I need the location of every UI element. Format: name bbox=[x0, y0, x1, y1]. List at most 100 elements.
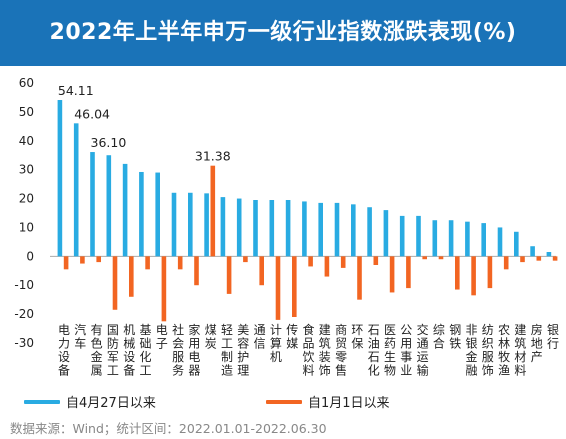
bar-series-1 bbox=[351, 204, 356, 257]
y-tick-label: 0 bbox=[26, 249, 34, 263]
x-tick-label: 钢铁 bbox=[449, 323, 461, 351]
x-tick-label: 通信 bbox=[254, 323, 266, 351]
data-label: 31.38 bbox=[195, 149, 231, 164]
bar-series-2 bbox=[520, 256, 525, 263]
y-tick-label: -20 bbox=[14, 307, 34, 321]
data-label: 36.10 bbox=[91, 135, 127, 150]
x-tick-label: 交通运输 bbox=[417, 322, 429, 378]
x-tick-label: 家用电器 bbox=[188, 322, 200, 378]
bar-series-1 bbox=[285, 200, 291, 257]
bar-series-1 bbox=[122, 163, 128, 257]
bar-series-2 bbox=[357, 256, 362, 300]
bar-series-1 bbox=[497, 227, 503, 257]
bar-series-1 bbox=[236, 198, 242, 257]
legend-swatch-series-2 bbox=[266, 399, 302, 404]
bar-series-2 bbox=[259, 256, 264, 286]
y-tick-label: 40 bbox=[19, 134, 34, 148]
bar-series-1 bbox=[448, 220, 454, 257]
bar-series-1 bbox=[399, 215, 405, 257]
bar-series-2 bbox=[389, 256, 395, 293]
y-tick-label: 10 bbox=[19, 220, 34, 234]
bar-series-2 bbox=[503, 256, 509, 270]
x-tick-label: 食品饮料 bbox=[302, 322, 314, 378]
bar-series-1 bbox=[302, 201, 307, 257]
bar-series-2 bbox=[194, 256, 199, 286]
bar-series-1 bbox=[269, 200, 275, 257]
bar-series-2 bbox=[324, 256, 330, 277]
bar-series-2 bbox=[340, 256, 346, 268]
x-tick-label: 医药生物 bbox=[384, 323, 396, 378]
bar-series-1 bbox=[546, 252, 552, 257]
bar-series-2 bbox=[243, 256, 248, 263]
bar-series-2 bbox=[80, 256, 85, 264]
x-tick-label: 社会服务 bbox=[172, 322, 184, 378]
bar-series-2 bbox=[129, 256, 134, 297]
legend-swatch-series-1 bbox=[24, 399, 60, 404]
y-tick-label: -10 bbox=[14, 278, 34, 292]
bar-series-1 bbox=[155, 172, 160, 257]
bar-series-2 bbox=[308, 256, 313, 267]
x-tick-label: 商贸零售 bbox=[335, 322, 347, 378]
x-tick-label: 房地产 bbox=[531, 322, 543, 364]
bar-series-2 bbox=[292, 256, 297, 317]
bar-series-2 bbox=[275, 256, 281, 320]
bar-series-1 bbox=[481, 223, 486, 257]
x-tick-label: 建筑装饰 bbox=[319, 323, 331, 378]
bar-series-1 bbox=[171, 192, 177, 257]
x-tick-label: 美容护理 bbox=[237, 323, 249, 378]
x-tick-label: 非银金融 bbox=[465, 323, 477, 378]
bar-series-1 bbox=[220, 197, 226, 257]
bar-series-2 bbox=[63, 256, 69, 270]
bar-series-2 bbox=[422, 256, 427, 260]
bar-series-2 bbox=[536, 256, 542, 261]
x-tick-label: 煤炭 bbox=[205, 323, 217, 351]
x-tick-label: 计算机 bbox=[270, 323, 282, 364]
bar-series-1 bbox=[90, 152, 95, 257]
bar-series-2 bbox=[96, 256, 101, 263]
bar-series-1 bbox=[139, 171, 144, 257]
bar-chart: 60 50 40 30 20 10 0 -10 -20 -30 电力设备汽车有色金属国防军工机械设备… bbox=[14, 76, 559, 378]
legend-series-1: 自4月27日以来 bbox=[24, 392, 156, 412]
bar-series-2 bbox=[552, 256, 558, 261]
bar-series-1 bbox=[416, 215, 421, 257]
bar-series-1 bbox=[57, 100, 63, 257]
bar-series-1 bbox=[334, 202, 340, 257]
bar-series-2 bbox=[177, 256, 183, 270]
legend-series-2: 自1月1日以来 bbox=[266, 392, 390, 412]
y-tick-label: 60 bbox=[19, 76, 34, 90]
data-label: 54.11 bbox=[58, 83, 94, 98]
x-tick-label: 石油石化 bbox=[368, 323, 380, 378]
y-tick-label: 50 bbox=[19, 105, 34, 119]
x-tick-label: 电力设备 bbox=[58, 323, 70, 378]
bar-series-2 bbox=[406, 256, 411, 289]
bar-series-2 bbox=[455, 256, 460, 290]
bar-series-1 bbox=[530, 246, 535, 257]
bar-series-2 bbox=[373, 256, 379, 265]
source-note: 数据来源：Wind；统计区间：2022.01.01-2022.06.30 bbox=[10, 421, 327, 436]
x-tick-label: 传媒 bbox=[286, 322, 298, 351]
x-tick-label: 纺织服饰 bbox=[482, 323, 494, 378]
bar-series-2 bbox=[438, 256, 444, 260]
bar-series-1 bbox=[367, 207, 372, 257]
y-tick-label: -30 bbox=[14, 336, 34, 350]
x-tick-label: 轻工制造 bbox=[221, 323, 233, 378]
bar-series-1 bbox=[188, 192, 193, 257]
bar-series-1 bbox=[465, 221, 470, 257]
bar-series-1 bbox=[318, 202, 323, 257]
y-tick-label: 30 bbox=[19, 163, 34, 177]
bar-series-1 bbox=[514, 231, 519, 257]
bar-series-2 bbox=[210, 165, 216, 257]
legend-label-series-2: 自1月1日以来 bbox=[308, 396, 390, 411]
data-label: 46.04 bbox=[74, 106, 110, 121]
bar-series-2 bbox=[145, 256, 150, 270]
x-tick-label: 银行 bbox=[547, 323, 559, 351]
x-tick-label: 公用事业 bbox=[400, 323, 412, 378]
x-tick-label: 机械设备 bbox=[123, 323, 135, 378]
x-tick-label: 电子 bbox=[156, 323, 168, 351]
x-tick-label: 综合 bbox=[433, 323, 445, 351]
bar-series-2 bbox=[487, 256, 493, 289]
bar-series-1 bbox=[383, 210, 389, 257]
bar-series-1 bbox=[253, 200, 258, 257]
x-tick-label: 环保 bbox=[351, 323, 363, 351]
bar-series-1 bbox=[432, 220, 438, 257]
